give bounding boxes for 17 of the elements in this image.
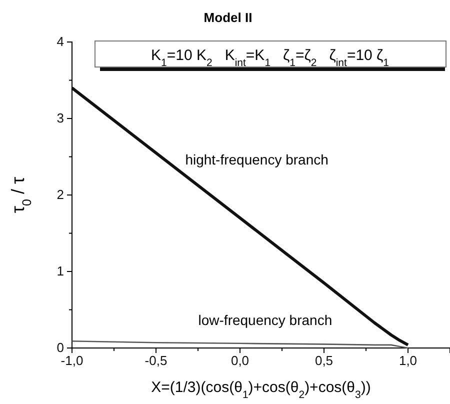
y-tick-label: 4 (56, 34, 64, 50)
x-tick-label: 0,0 (230, 353, 250, 368)
annotation: low-frequency branch (198, 312, 332, 328)
line-series (71, 340, 409, 349)
y-tick-label: 1 (56, 264, 64, 279)
x-tick-label: 0,5 (314, 353, 334, 368)
x-tick-label: -1,0 (60, 353, 84, 368)
line-series (70, 86, 410, 346)
y-tick-label: 3 (56, 110, 64, 126)
x-axis-title: X=(1/3)(cos(θ$_{1}$)+cos(θ$_{2}$)+cos(θ$_{3}$)) (151, 379, 371, 401)
y-tick-label: 2 (56, 187, 64, 202)
text: K$_{1}$=10 K$_{2}$ K$_{int}$=K$_{1}$ ζ$_{1}$=ζ$_{2}$ ζ$_{int}$=10 ζ$_{1}$ (150, 47, 390, 69)
x-tick-label: -0,5 (144, 353, 168, 368)
annotation: hight-frequency branch (185, 151, 328, 168)
x-tick-label: 1,0 (398, 353, 418, 368)
y-tick-label: 0 (56, 340, 64, 356)
chart-title: Model II (204, 10, 252, 25)
